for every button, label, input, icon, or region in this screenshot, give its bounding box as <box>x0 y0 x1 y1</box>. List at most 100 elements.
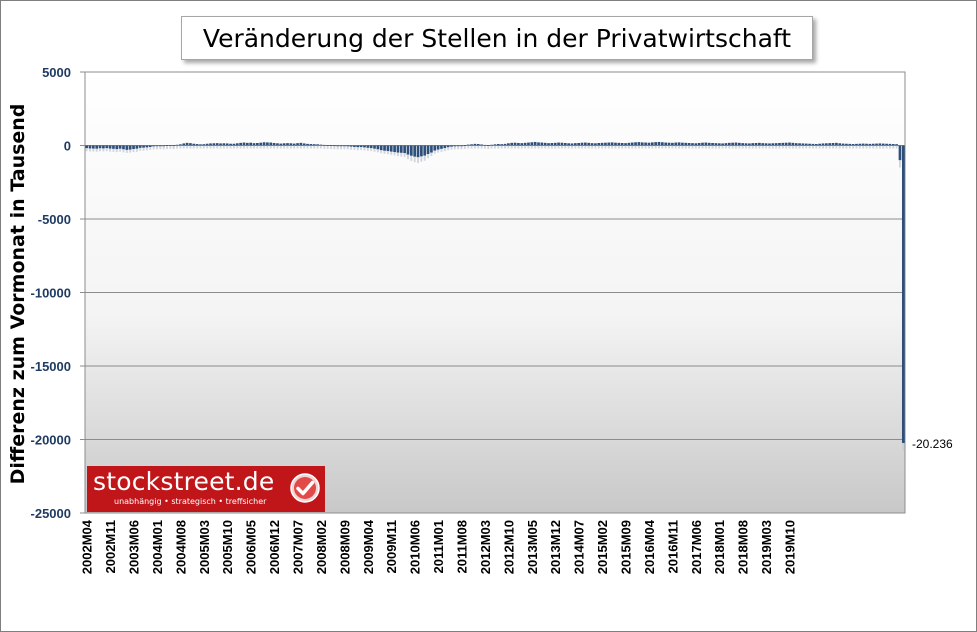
bar <box>851 144 855 146</box>
y-tick-label: 5000 <box>42 65 71 80</box>
bar-reflection <box>239 145 242 149</box>
bar-reflection <box>135 148 138 152</box>
bar-reflection <box>397 152 399 157</box>
bar <box>373 145 376 149</box>
x-tick-label: 2011M01 <box>431 520 446 574</box>
bar <box>697 143 701 146</box>
bar-reflection <box>447 147 450 151</box>
bar <box>249 142 253 146</box>
bar-reflection <box>540 145 543 149</box>
bar <box>296 143 299 146</box>
bar-reflection <box>156 146 158 150</box>
bar-reflection <box>678 145 681 149</box>
bar-reflection <box>862 145 865 149</box>
bar-reflection <box>604 145 607 149</box>
bar-reflection <box>500 145 503 149</box>
bar-reflection <box>644 145 647 149</box>
bar-reflection <box>373 148 376 152</box>
brand-name: stockstreet.de <box>93 467 275 496</box>
bar-reflection <box>206 145 209 149</box>
x-tick-label: 2004M01 <box>150 520 165 574</box>
bar-reflection <box>818 145 821 149</box>
bar-reflection <box>621 145 624 149</box>
bar-reflection <box>637 145 640 149</box>
bar-reflection <box>340 146 342 150</box>
bar <box>490 144 493 146</box>
bar <box>607 142 611 146</box>
bar <box>891 144 895 146</box>
bar-reflection <box>731 145 734 149</box>
bar-reflection <box>229 145 232 149</box>
bar <box>835 142 838 146</box>
bar-reflection <box>668 145 670 149</box>
bar <box>597 143 601 146</box>
bar-reflection <box>380 150 383 154</box>
bar <box>409 145 413 156</box>
bar <box>443 145 447 149</box>
bar-reflection <box>440 148 443 152</box>
bar-reflection <box>350 146 353 150</box>
bar-reflection <box>209 145 212 149</box>
bar <box>420 145 423 157</box>
bar <box>737 142 741 146</box>
bar-reflection <box>243 145 245 149</box>
x-tick-label: 2014M07 <box>572 520 587 574</box>
bar-reflection <box>607 145 610 149</box>
bar-reflection <box>480 145 483 149</box>
x-tick-label: 2009M11 <box>384 520 399 574</box>
y-tick-label: -5000 <box>38 212 71 227</box>
bar-reflection <box>557 145 560 149</box>
bar-reflection <box>791 145 794 149</box>
bar <box>138 145 142 148</box>
bar <box>751 143 755 146</box>
bar <box>473 143 477 146</box>
bar-reflection <box>564 145 567 149</box>
bar <box>888 143 892 146</box>
bar <box>135 145 139 149</box>
x-tick-label: 2018M08 <box>736 520 751 574</box>
bar <box>312 144 316 146</box>
bar <box>339 145 343 147</box>
bar <box>266 142 269 146</box>
bar <box>654 142 657 146</box>
bar-reflection <box>741 145 744 149</box>
bar-reflection <box>497 145 500 149</box>
bar <box>179 144 182 146</box>
bar <box>413 145 417 157</box>
bar <box>346 145 350 147</box>
bar <box>901 145 905 443</box>
bar-reflection <box>601 145 604 149</box>
bar-reflection <box>276 145 279 149</box>
bar <box>232 143 236 146</box>
bar-reflection <box>728 145 731 149</box>
bar-reflection <box>597 145 600 149</box>
bar-reflection <box>885 145 888 149</box>
bar <box>507 143 510 146</box>
bar <box>148 145 152 147</box>
bar-reflection <box>222 145 225 149</box>
bar <box>861 143 865 146</box>
y-axis-ticks: 5000 0 -5000 -10000 -15000 -20000 -25000 <box>31 65 85 521</box>
bar-reflection <box>714 145 717 149</box>
bar <box>205 143 209 146</box>
bar-reflection <box>273 145 276 149</box>
bar <box>831 143 835 146</box>
bar-reflection <box>176 145 178 149</box>
bar-reflection <box>591 145 593 149</box>
bar <box>349 145 353 147</box>
bar <box>85 145 89 149</box>
bar-reflection <box>852 145 855 149</box>
bar-reflection <box>828 145 831 149</box>
bar <box>533 141 537 146</box>
bar <box>510 142 514 146</box>
bar-reflection <box>822 145 824 149</box>
bar-reflection <box>872 145 875 149</box>
bar-reflection <box>313 145 316 149</box>
bar-reflection <box>718 145 721 149</box>
bar <box>383 145 386 151</box>
bar <box>801 143 805 146</box>
bar-reflection <box>758 145 761 149</box>
bar <box>363 145 366 148</box>
bar-reflection <box>390 151 393 155</box>
